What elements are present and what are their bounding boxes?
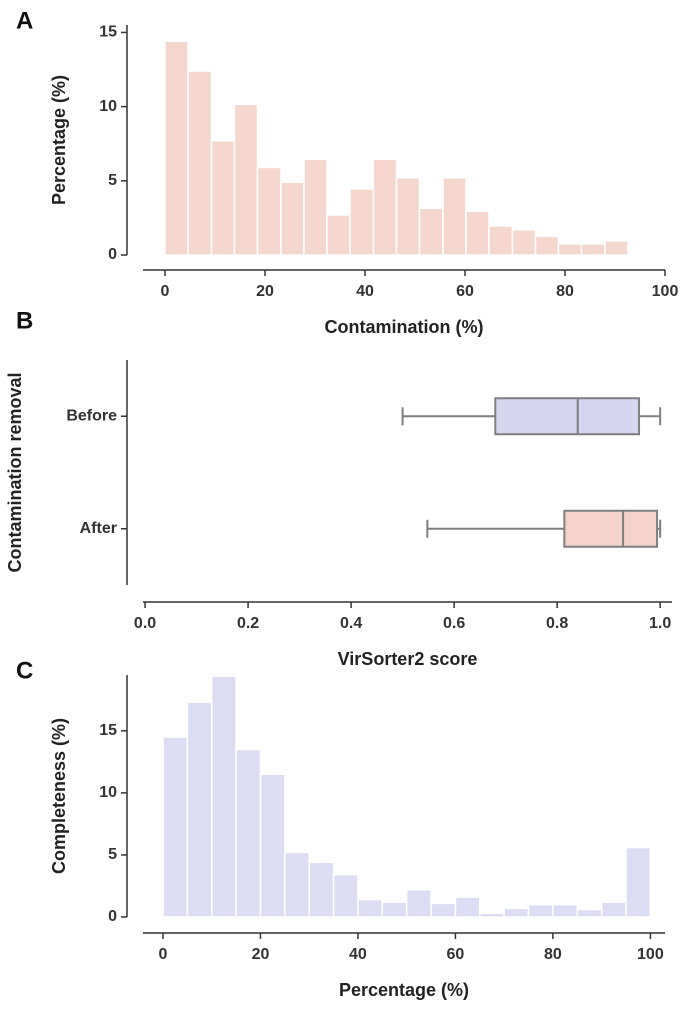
bar xyxy=(233,103,259,256)
bar xyxy=(303,158,328,256)
x-axis-label: Percentage (%) xyxy=(339,980,469,1000)
bar xyxy=(256,166,282,256)
bar xyxy=(465,210,490,256)
bar xyxy=(600,901,627,918)
x-tick-label: 80 xyxy=(556,283,574,300)
y-tick-label: 10 xyxy=(99,98,117,115)
x-tick-label: 100 xyxy=(637,946,664,963)
bar xyxy=(479,912,505,918)
y-tick-label: 15 xyxy=(99,722,117,739)
bar xyxy=(210,139,236,256)
y-axis-label: Completeness (%) xyxy=(49,718,69,874)
panel-letter: A xyxy=(16,7,33,34)
x-tick-label: 40 xyxy=(349,946,367,963)
y-tick-label: After xyxy=(80,520,117,537)
bar xyxy=(381,901,408,918)
bar xyxy=(527,903,554,918)
panel-letter: C xyxy=(16,657,33,684)
x-tick-label: 0 xyxy=(161,283,170,300)
bar xyxy=(235,748,262,918)
bar xyxy=(326,214,351,256)
bar xyxy=(164,40,189,256)
bar xyxy=(430,902,457,918)
bar xyxy=(557,243,583,256)
bar xyxy=(332,874,359,918)
box xyxy=(563,509,659,548)
x-tick-label: 0.8 xyxy=(546,615,568,632)
bar xyxy=(186,701,213,918)
bar xyxy=(418,207,444,256)
bar xyxy=(405,888,432,918)
x-tick-label: 60 xyxy=(447,946,465,963)
x-tick-label: 20 xyxy=(256,283,274,300)
bar xyxy=(395,177,421,256)
y-axis-label: Percentage (%) xyxy=(49,75,69,205)
bar xyxy=(511,229,537,256)
bar xyxy=(357,898,384,918)
bar xyxy=(580,243,606,256)
y-axis-label: Contamination removal xyxy=(5,372,25,572)
x-tick-label: 0.4 xyxy=(340,615,362,632)
x-tick-label: 1.0 xyxy=(649,615,671,632)
bar xyxy=(308,861,335,918)
y-tick-label: 0 xyxy=(108,908,117,925)
panel-letter: B xyxy=(16,307,33,334)
x-tick-label: 100 xyxy=(652,283,679,300)
x-axis-label: VirSorter2 score xyxy=(338,649,478,669)
bar xyxy=(488,225,514,256)
bar xyxy=(604,240,629,256)
y-tick-label: 15 xyxy=(99,24,117,41)
bar xyxy=(625,846,652,918)
y-tick-label: 10 xyxy=(99,784,117,801)
bar xyxy=(454,896,481,918)
bar xyxy=(534,235,560,256)
bar xyxy=(349,188,375,256)
x-tick-label: 20 xyxy=(252,946,270,963)
x-tick-label: 0.6 xyxy=(443,615,465,632)
bar xyxy=(552,903,579,918)
bar xyxy=(442,177,467,256)
x-tick-label: 0 xyxy=(159,946,168,963)
bar xyxy=(503,907,530,918)
y-tick-label: Before xyxy=(66,407,117,424)
y-tick-label: 0 xyxy=(108,246,117,263)
bar xyxy=(259,773,286,918)
x-axis-label: Contamination (%) xyxy=(325,317,484,337)
x-tick-label: 0.2 xyxy=(237,615,259,632)
bar xyxy=(280,181,305,256)
bar xyxy=(284,851,310,918)
y-tick-label: 5 xyxy=(108,172,117,189)
x-tick-label: 60 xyxy=(456,283,474,300)
x-tick-label: 40 xyxy=(356,283,374,300)
y-tick-label: 5 xyxy=(108,846,117,863)
bar xyxy=(210,675,237,918)
bar xyxy=(372,158,398,256)
bar xyxy=(576,908,603,918)
x-tick-label: 0.0 xyxy=(134,615,156,632)
bar xyxy=(187,70,213,256)
x-tick-label: 80 xyxy=(544,946,562,963)
bar xyxy=(162,736,189,918)
box xyxy=(494,397,641,436)
